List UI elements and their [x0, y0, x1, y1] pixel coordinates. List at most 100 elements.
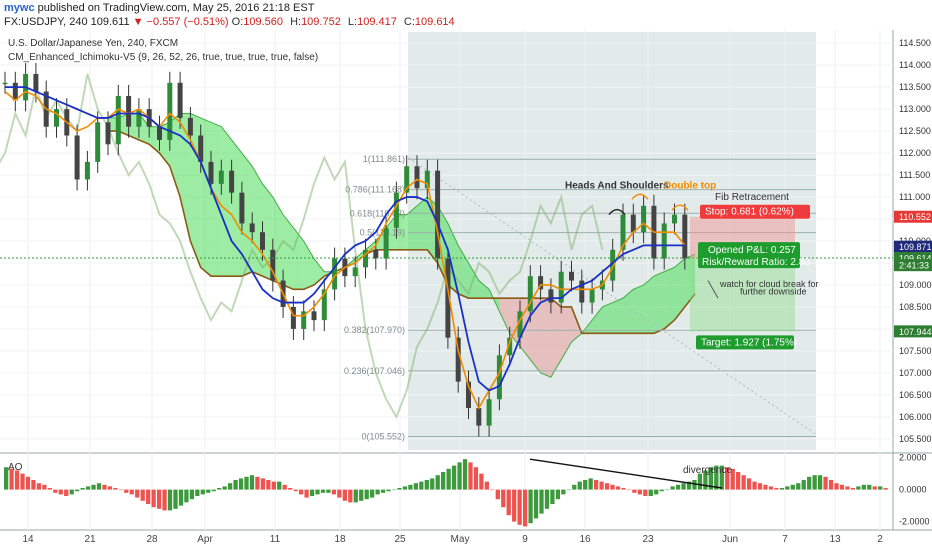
- ao-bar: [539, 489, 544, 514]
- ao-bar: [402, 486, 408, 490]
- ao-bar: [151, 489, 156, 508]
- close-value: 109.614: [414, 16, 455, 28]
- candle-body: [270, 249, 276, 281]
- username-link[interactable]: mywc: [4, 2, 35, 14]
- price-axis-tag: [894, 259, 932, 272]
- ao-bar: [451, 465, 457, 490]
- ao-bar: [736, 472, 741, 490]
- x-tick-label: 2: [877, 534, 883, 545]
- divergence-line: [529, 458, 723, 489]
- ao-bar: [604, 483, 610, 490]
- kumo-segment: [241, 153, 253, 277]
- indicator-label: CM_Enhanced_Ichimoku-V5 (9, 26, 52, 26, …: [8, 52, 318, 63]
- fib-level-label: 1(111.861): [363, 154, 405, 164]
- y-tick-label: 105.500: [899, 434, 932, 444]
- ao-bar: [211, 489, 216, 492]
- kumo-segment: [283, 214, 294, 290]
- ao-bar: [648, 489, 653, 496]
- pattern-arc: [671, 204, 689, 211]
- down-arrow-icon: ▼: [132, 16, 144, 28]
- ao-bar: [195, 489, 200, 496]
- kumo-segment: [520, 298, 531, 360]
- kumo-segment: [653, 271, 665, 334]
- kumo-segment: [138, 113, 150, 145]
- ao-bar: [697, 473, 703, 490]
- ao-bar: [25, 476, 31, 490]
- ao-bar: [348, 489, 353, 503]
- kijun-line: [5, 86, 685, 392]
- candle-body: [661, 223, 667, 259]
- kumo-segment: [303, 241, 314, 290]
- senkou-b-line: [108, 130, 696, 335]
- ao-bar: [118, 489, 123, 491]
- price-axis-tag-label: 107.944: [899, 327, 932, 337]
- y-tick-label: 114.500: [899, 38, 931, 48]
- ao-bar: [238, 478, 244, 490]
- change-value: −0.557 (−0.51%): [146, 16, 229, 28]
- candle-body: [239, 192, 245, 224]
- ao-bar: [768, 486, 774, 490]
- kumo-segment: [293, 227, 304, 290]
- ao-bar: [331, 489, 337, 495]
- price-axis-tag: [894, 325, 932, 338]
- ao-bar: [189, 489, 195, 500]
- candle-body: [95, 122, 101, 162]
- ao-bar: [708, 467, 713, 490]
- candle-body: [414, 166, 420, 189]
- quote-line: FX:USDJPY, 240 109.611 ▼ −0.557 (−0.51%)…: [4, 16, 459, 28]
- candle-body: [332, 258, 338, 290]
- open-value: 109.560: [243, 16, 283, 28]
- publish-line: mywc published on TradingView.com, May 2…: [4, 2, 314, 14]
- ao-bar: [20, 473, 25, 490]
- target-zone: [690, 258, 795, 332]
- ao-bar: [140, 489, 145, 501]
- target-label: Target: 1.927 (1.75%): [701, 337, 797, 348]
- ao-bar: [741, 475, 746, 490]
- candle-body: [558, 271, 564, 303]
- kumo-segment: [375, 227, 387, 250]
- price-axis-bg: [893, 30, 932, 520]
- ao-bar: [845, 486, 850, 490]
- kumo-segment: [221, 126, 232, 277]
- x-tick-label: Jun: [722, 534, 738, 545]
- pattern-arc: [608, 208, 626, 216]
- kumo-segment: [468, 262, 479, 299]
- candle-body: [187, 117, 193, 136]
- candle-body: [301, 311, 307, 329]
- ao-bar: [473, 467, 479, 490]
- ao-y-tick: -2.0000: [899, 517, 930, 527]
- ao-bar: [178, 489, 184, 506]
- ao-bar: [31, 480, 36, 490]
- ao-bar: [861, 484, 866, 490]
- ao-bar: [222, 486, 227, 490]
- x-tick-label: 11: [270, 534, 281, 545]
- ao-bar: [408, 484, 413, 490]
- candle-body: [74, 135, 80, 180]
- stop-label: Stop: 0.681 (0.62%): [705, 207, 794, 218]
- kumo-segment: [612, 298, 623, 334]
- ao-bar: [834, 483, 839, 490]
- ao-bar: [872, 486, 877, 490]
- candle-body: [352, 267, 358, 277]
- x-tick-label: 13: [829, 534, 841, 545]
- y-tick-label: 107.000: [899, 368, 932, 378]
- kumo-segment: [355, 249, 366, 263]
- ao-bar: [58, 489, 63, 495]
- candle-body: [249, 223, 255, 233]
- ao-bar: [643, 489, 648, 496]
- ao-bar: [468, 462, 473, 490]
- ao-bar: [878, 486, 883, 490]
- ao-bar: [75, 489, 80, 492]
- ao-bar: [665, 489, 670, 491]
- ao-bar: [391, 489, 397, 491]
- senkou-a-line: [108, 113, 696, 378]
- candle-body: [455, 337, 461, 382]
- y-tick-label: 113.500: [899, 82, 931, 92]
- kumo-segment: [252, 166, 263, 277]
- ao-bar: [304, 489, 309, 498]
- ao-bar: [746, 478, 752, 490]
- ao-bar: [785, 486, 790, 490]
- kumo-segment: [664, 267, 675, 329]
- ao-bar: [9, 468, 14, 490]
